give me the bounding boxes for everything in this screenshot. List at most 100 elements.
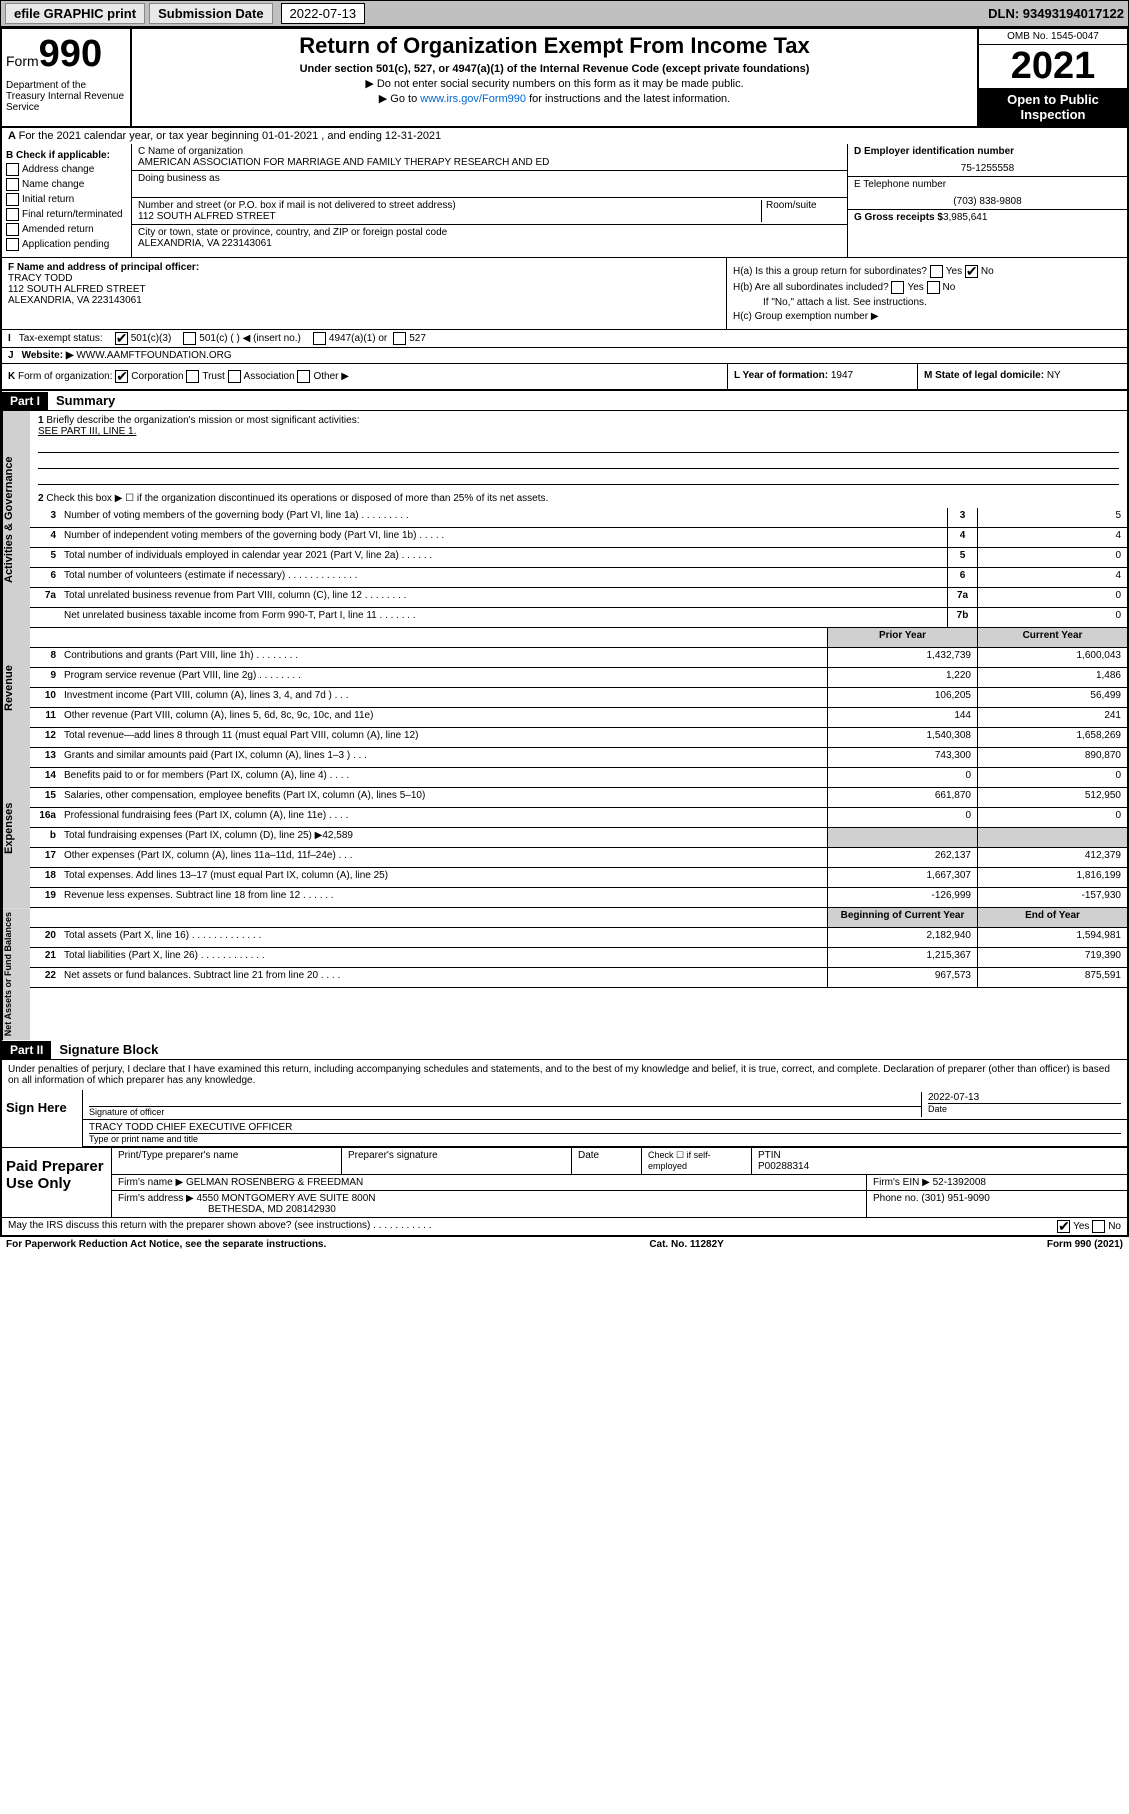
part-2-header: Part IISignature Block [2, 1040, 1127, 1060]
col-d-e-g: D Employer identification number 75-12555… [847, 144, 1127, 257]
dln: DLN: 93493194017122 [988, 6, 1124, 21]
irs-discuss: May the IRS discuss this return with the… [2, 1218, 1127, 1235]
fin-header: Prior YearCurrent Year [30, 628, 1127, 648]
part-1-header: Part ISummary [2, 391, 1127, 411]
cb-trust[interactable] [186, 370, 199, 383]
ein-value: 75-1255558 [854, 163, 1121, 174]
line-i: ITax-exempt status: 501(c)(3) 501(c) ( )… [2, 330, 1127, 348]
org-address: 112 SOUTH ALFRED STREET [138, 211, 761, 222]
table-row: 18Total expenses. Add lines 13–17 (must … [30, 868, 1127, 888]
firm-addr2: BETHESDA, MD 208142930 [118, 1204, 860, 1215]
cb-501c[interactable] [183, 332, 196, 345]
cb-ha-yes[interactable] [930, 265, 943, 278]
open-inspection: Open to Public Inspection [979, 88, 1127, 126]
side-governance: Activities & Governance [2, 411, 30, 628]
sig-date: 2022-07-13 [928, 1092, 1121, 1103]
ptin-label: PTIN [758, 1150, 1121, 1161]
side-net-assets: Net Assets or Fund Balances [2, 908, 30, 1040]
dept-label: Department of the Treasury Internal Reve… [6, 80, 126, 113]
table-row: 11Other revenue (Part VIII, column (A), … [30, 708, 1127, 728]
irs-link[interactable]: www.irs.gov/Form990 [420, 93, 526, 105]
room-label: Room/suite [761, 200, 841, 222]
table-row: 14Benefits paid to or for members (Part … [30, 768, 1127, 788]
ptin-value: P00288314 [758, 1161, 1121, 1172]
form-word: Form [6, 53, 39, 69]
prep-name-label: Print/Type preparer's name [112, 1148, 342, 1174]
cb-4947[interactable] [313, 332, 326, 345]
efile-button[interactable]: efile GRAPHIC print [5, 3, 145, 24]
form-number: 990 [39, 33, 102, 75]
firm-name: GELMAN ROSENBERG & FREEDMAN [186, 1177, 363, 1188]
cb-address-change[interactable] [6, 163, 19, 176]
sign-here: Sign Here Signature of officer2022-07-13… [2, 1090, 1127, 1148]
table-row: 10Investment income (Part VIII, column (… [30, 688, 1127, 708]
cb-name-change[interactable] [6, 178, 19, 191]
cb-association[interactable] [228, 370, 241, 383]
table-row: 17Other expenses (Part IX, column (A), l… [30, 848, 1127, 868]
col-c: C Name of organizationAMERICAN ASSOCIATI… [132, 144, 847, 257]
paperwork-notice: For Paperwork Reduction Act Notice, see … [0, 1237, 1129, 1252]
cb-discuss-yes[interactable] [1057, 1220, 1070, 1233]
org-city: ALEXANDRIA, VA 223143061 [138, 238, 841, 249]
prep-date-label: Date [572, 1148, 642, 1174]
form-990: Form990 Department of the Treasury Inter… [0, 27, 1129, 1237]
sig-name: TRACY TODD CHIEF EXECUTIVE OFFICER [89, 1122, 1121, 1133]
line-a: A For the 2021 calendar year, or tax yea… [2, 128, 1127, 144]
h-b-note: If "No," attach a list. See instructions… [733, 297, 1121, 308]
top-bar: efile GRAPHIC print Submission Date 2022… [0, 0, 1129, 27]
cb-other[interactable] [297, 370, 310, 383]
cb-501c3[interactable] [115, 332, 128, 345]
line-16b: bTotal fundraising expenses (Part IX, co… [30, 828, 1127, 848]
table-row: 3Number of voting members of the governi… [30, 508, 1127, 528]
table-row: 19Revenue less expenses. Subtract line 1… [30, 888, 1127, 908]
table-row: 22Net assets or fund balances. Subtract … [30, 968, 1127, 988]
city-label: City or town, state or province, country… [138, 227, 841, 238]
tel-label: E Telephone number [854, 179, 1121, 190]
table-row: 20Total assets (Part X, line 16) . . . .… [30, 928, 1127, 948]
table-row: Net unrelated business taxable income fr… [30, 608, 1127, 628]
cb-amended-return[interactable] [6, 223, 19, 236]
cb-application-pending[interactable] [6, 238, 19, 251]
table-row: 9Program service revenue (Part VIII, lin… [30, 668, 1127, 688]
submission-date: 2022-07-13 [281, 3, 366, 24]
col-b-checkboxes: B Check if applicable: Address change Na… [2, 144, 132, 257]
form-title: Return of Organization Exempt From Incom… [136, 33, 973, 59]
line-l: L Year of formation: 1947 [727, 364, 917, 389]
table-row: 6Total number of volunteers (estimate if… [30, 568, 1127, 588]
col-b-header: B Check if applicable: [6, 150, 110, 161]
cb-hb-no[interactable] [927, 281, 940, 294]
form-subtitle: Under section 501(c), 527, or 4947(a)(1)… [136, 63, 973, 75]
note-link: ▶ Go to www.irs.gov/Form990 for instruct… [136, 92, 973, 105]
h-c-label: H(c) Group exemption number ▶ [733, 311, 1121, 322]
table-row: 7aTotal unrelated business revenue from … [30, 588, 1127, 608]
ein-label: D Employer identification number [854, 146, 1014, 157]
line-m: M State of legal domicile: NY [917, 364, 1127, 389]
net-header: Beginning of Current YearEnd of Year [30, 908, 1127, 928]
header-mid: Return of Organization Exempt From Incom… [132, 29, 977, 126]
officer-addr1: 112 SOUTH ALFRED STREET [8, 284, 720, 295]
form-ref: Form 990 (2021) [1047, 1239, 1123, 1250]
tel-value: (703) 838-9808 [854, 196, 1121, 207]
addr-label: Number and street (or P.O. box if mail i… [138, 200, 761, 211]
table-row: 8Contributions and grants (Part VIII, li… [30, 648, 1127, 668]
tax-year: 2021 [979, 45, 1127, 88]
mission-block: 1 Briefly describe the organization's mi… [30, 411, 1127, 508]
col-h: H(a) Is this a group return for subordin… [727, 258, 1127, 329]
line-k: K Form of organization: Corporation Trus… [2, 364, 727, 389]
header-right: OMB No. 1545-0047 2021 Open to Public In… [977, 29, 1127, 126]
gross-value: 3,985,641 [943, 212, 988, 223]
h-b-label: H(b) Are all subordinates included? [733, 282, 889, 293]
omb-number: OMB No. 1545-0047 [979, 29, 1127, 45]
gross-label: G Gross receipts $ [854, 212, 943, 223]
table-row: 21Total liabilities (Part X, line 26) . … [30, 948, 1127, 968]
cb-initial-return[interactable] [6, 193, 19, 206]
cb-ha-no[interactable] [965, 265, 978, 278]
cb-527[interactable] [393, 332, 406, 345]
cb-discuss-no[interactable] [1092, 1220, 1105, 1233]
cb-hb-yes[interactable] [891, 281, 904, 294]
prep-self-employed: Check ☐ if self-employed [642, 1148, 752, 1174]
cb-final-return[interactable] [6, 208, 19, 221]
cb-corporation[interactable] [115, 370, 128, 383]
org-name-label: C Name of organization [138, 146, 841, 157]
website-value: WWW.AAMFTFOUNDATION.ORG [76, 350, 231, 361]
